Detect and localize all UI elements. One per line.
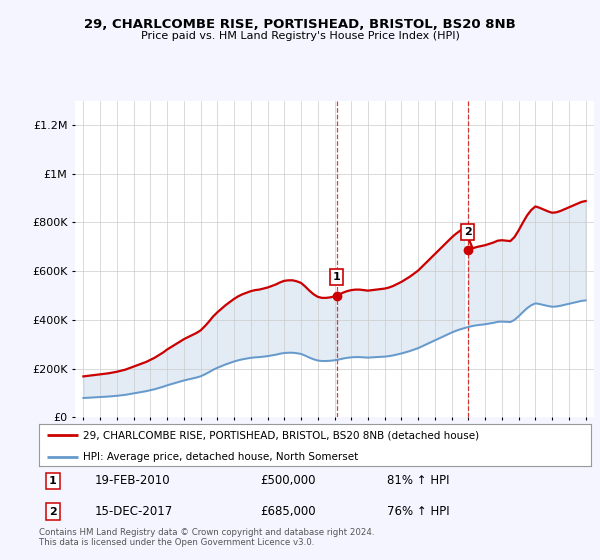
Text: 1: 1 [49, 476, 56, 486]
Text: 2: 2 [49, 507, 56, 516]
Text: Price paid vs. HM Land Registry's House Price Index (HPI): Price paid vs. HM Land Registry's House … [140, 31, 460, 41]
Text: 15-DEC-2017: 15-DEC-2017 [94, 505, 172, 518]
Text: 1: 1 [333, 272, 341, 282]
Text: 76% ↑ HPI: 76% ↑ HPI [387, 505, 449, 518]
Text: 2: 2 [464, 227, 472, 237]
Text: 29, CHARLCOMBE RISE, PORTISHEAD, BRISTOL, BS20 8NB (detached house): 29, CHARLCOMBE RISE, PORTISHEAD, BRISTOL… [83, 430, 479, 440]
Text: 81% ↑ HPI: 81% ↑ HPI [387, 474, 449, 487]
Text: Contains HM Land Registry data © Crown copyright and database right 2024.
This d: Contains HM Land Registry data © Crown c… [39, 528, 374, 547]
Text: £685,000: £685,000 [260, 505, 316, 518]
Text: HPI: Average price, detached house, North Somerset: HPI: Average price, detached house, Nort… [83, 452, 358, 461]
Text: 19-FEB-2010: 19-FEB-2010 [94, 474, 170, 487]
Text: £500,000: £500,000 [260, 474, 316, 487]
Text: 29, CHARLCOMBE RISE, PORTISHEAD, BRISTOL, BS20 8NB: 29, CHARLCOMBE RISE, PORTISHEAD, BRISTOL… [84, 18, 516, 31]
